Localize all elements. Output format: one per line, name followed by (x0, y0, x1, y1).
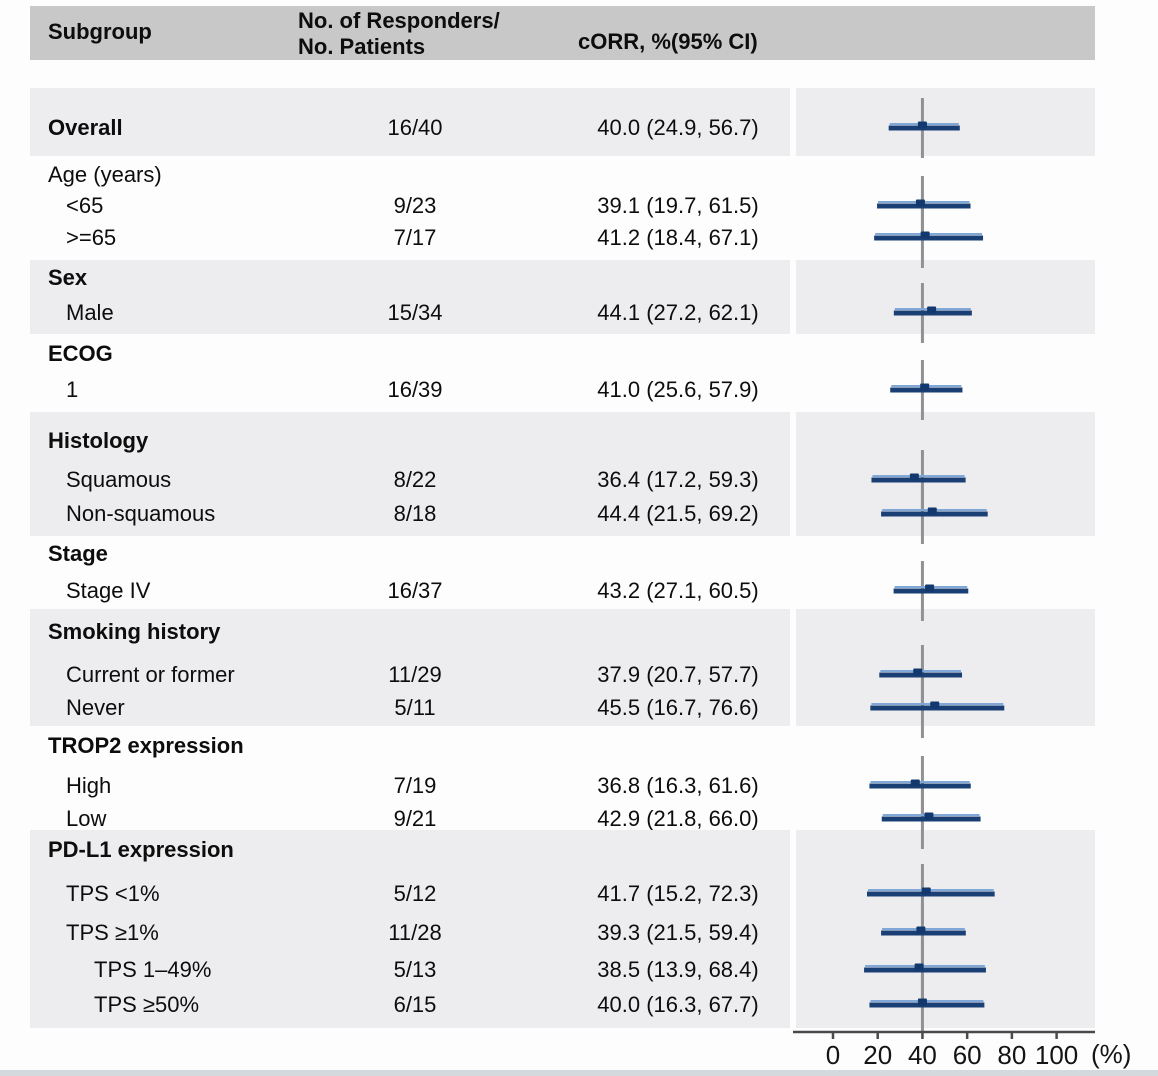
row-label: TPS ≥50% (94, 992, 200, 1017)
responders-value: 5/11 (394, 695, 436, 720)
point-estimate-marker (916, 926, 926, 934)
point-estimate-marker (909, 473, 919, 481)
row-label: Stage IV (66, 578, 151, 603)
responders-value: 8/22 (393, 467, 437, 492)
corr-value: 44.1 (27.2, 62.1) (597, 300, 759, 325)
point-estimate-marker (927, 507, 937, 515)
bottom-edge-artifact (0, 1070, 1158, 1076)
group-header-label: Histology (48, 428, 149, 453)
point-estimate-marker (927, 306, 937, 314)
corr-value: 42.9 (21.8, 66.0) (597, 806, 759, 831)
point-estimate-marker (915, 199, 925, 207)
corr-value: 43.2 (27.1, 60.5) (597, 578, 759, 603)
group-header-label: Age (years) (48, 162, 162, 187)
row-label: Never (66, 695, 125, 720)
responders-value: 16/39 (387, 377, 443, 402)
group-band (30, 412, 790, 536)
corr-value: 39.3 (21.5, 59.4) (597, 920, 759, 945)
responders-value: 8/18 (393, 501, 437, 526)
responders-value: 15/34 (387, 300, 443, 325)
corr-value: 45.5 (16.7, 76.6) (597, 695, 759, 720)
group-header-label: Smoking history (48, 619, 221, 644)
table-header-band: Subgroup No. of Responders/ No. Patients… (30, 6, 1095, 60)
row-label: TPS 1–49% (94, 957, 212, 982)
group-band (796, 260, 1095, 334)
corr-value: 41.2 (18.4, 67.1) (597, 225, 759, 250)
row-label: TPS ≥1% (66, 920, 159, 945)
group-band (30, 609, 790, 726)
point-estimate-marker (920, 383, 930, 391)
responders-value: 16/37 (387, 578, 443, 603)
group-band (796, 88, 1095, 156)
axis-tick-label: 60 (953, 1040, 982, 1070)
row-label: >=65 (66, 225, 117, 250)
column-header-responders-line1: No. of Responders/ (298, 8, 500, 33)
responders-value: 9/21 (393, 806, 437, 831)
corr-value: 36.4 (17.2, 59.3) (597, 467, 759, 492)
point-estimate-marker (914, 963, 924, 971)
axis-tick-label: 20 (863, 1040, 892, 1070)
row-label: 1 (66, 377, 79, 402)
responders-value: 11/28 (388, 920, 442, 945)
group-header-label: Stage (48, 541, 108, 566)
column-header-subgroup: Subgroup (48, 19, 152, 44)
point-estimate-marker (930, 701, 940, 709)
responders-value: 11/29 (388, 662, 442, 687)
group-band (30, 830, 790, 1028)
row-label: High (66, 773, 112, 798)
corr-value: 41.0 (25.6, 57.9) (597, 377, 759, 402)
point-estimate-marker (925, 584, 935, 592)
corr-value: 38.5 (13.9, 68.4) (597, 957, 759, 982)
row-label: TPS <1% (66, 881, 160, 906)
group-header-label: TROP2 expression (48, 733, 244, 758)
axis-unit-label: (%) (1091, 1039, 1132, 1069)
axis-tick-label: 40 (908, 1040, 937, 1070)
point-estimate-marker (921, 887, 931, 895)
responders-value: 6/15 (393, 992, 437, 1017)
group-band (30, 260, 790, 334)
row-label: Overall (48, 115, 123, 140)
corr-value: 36.8 (16.3, 61.6) (597, 773, 759, 798)
responders-value: 7/17 (393, 225, 437, 250)
row-label: Non-squamous (66, 501, 216, 526)
group-header-label: Sex (48, 265, 88, 290)
column-header-responders-line2: No. Patients (298, 34, 426, 59)
point-estimate-marker (913, 668, 923, 676)
row-label: <65 (66, 193, 104, 218)
corr-value: 41.7 (15.2, 72.3) (597, 881, 759, 906)
corr-value: 44.4 (21.5, 69.2) (597, 501, 759, 526)
group-header-label: PD-L1 expression (48, 837, 234, 862)
group-band (30, 88, 790, 156)
row-label: Male (66, 300, 114, 325)
point-estimate-marker (910, 779, 920, 787)
row-label: Squamous (66, 467, 172, 492)
axis-tick-label: 80 (997, 1040, 1026, 1070)
row-label: Low (66, 806, 107, 831)
corr-value: 40.0 (24.9, 56.7) (597, 115, 759, 140)
point-estimate-marker (917, 121, 927, 129)
corr-value: 39.1 (19.7, 61.5) (597, 193, 759, 218)
axis-tick-label: 100 (1035, 1040, 1078, 1070)
responders-value: 7/19 (393, 773, 437, 798)
responders-value: 5/12 (393, 881, 437, 906)
column-header-corr: cORR, %(95% CI) (578, 29, 758, 54)
responders-value: 9/23 (393, 193, 437, 218)
corr-value: 40.0 (16.3, 67.7) (597, 992, 759, 1017)
corr-value: 37.9 (20.7, 57.7) (597, 662, 759, 687)
point-estimate-marker (920, 231, 930, 239)
group-header-label: ECOG (48, 341, 113, 366)
axis-tick-label: 0 (826, 1040, 840, 1070)
point-estimate-marker (924, 812, 934, 820)
responders-value: 5/13 (393, 957, 437, 982)
row-label: Current or former (66, 662, 235, 687)
point-estimate-marker (917, 998, 927, 1006)
column-header-responders: No. of Responders/ No. Patients (298, 8, 500, 60)
responders-value: 16/40 (387, 115, 443, 140)
